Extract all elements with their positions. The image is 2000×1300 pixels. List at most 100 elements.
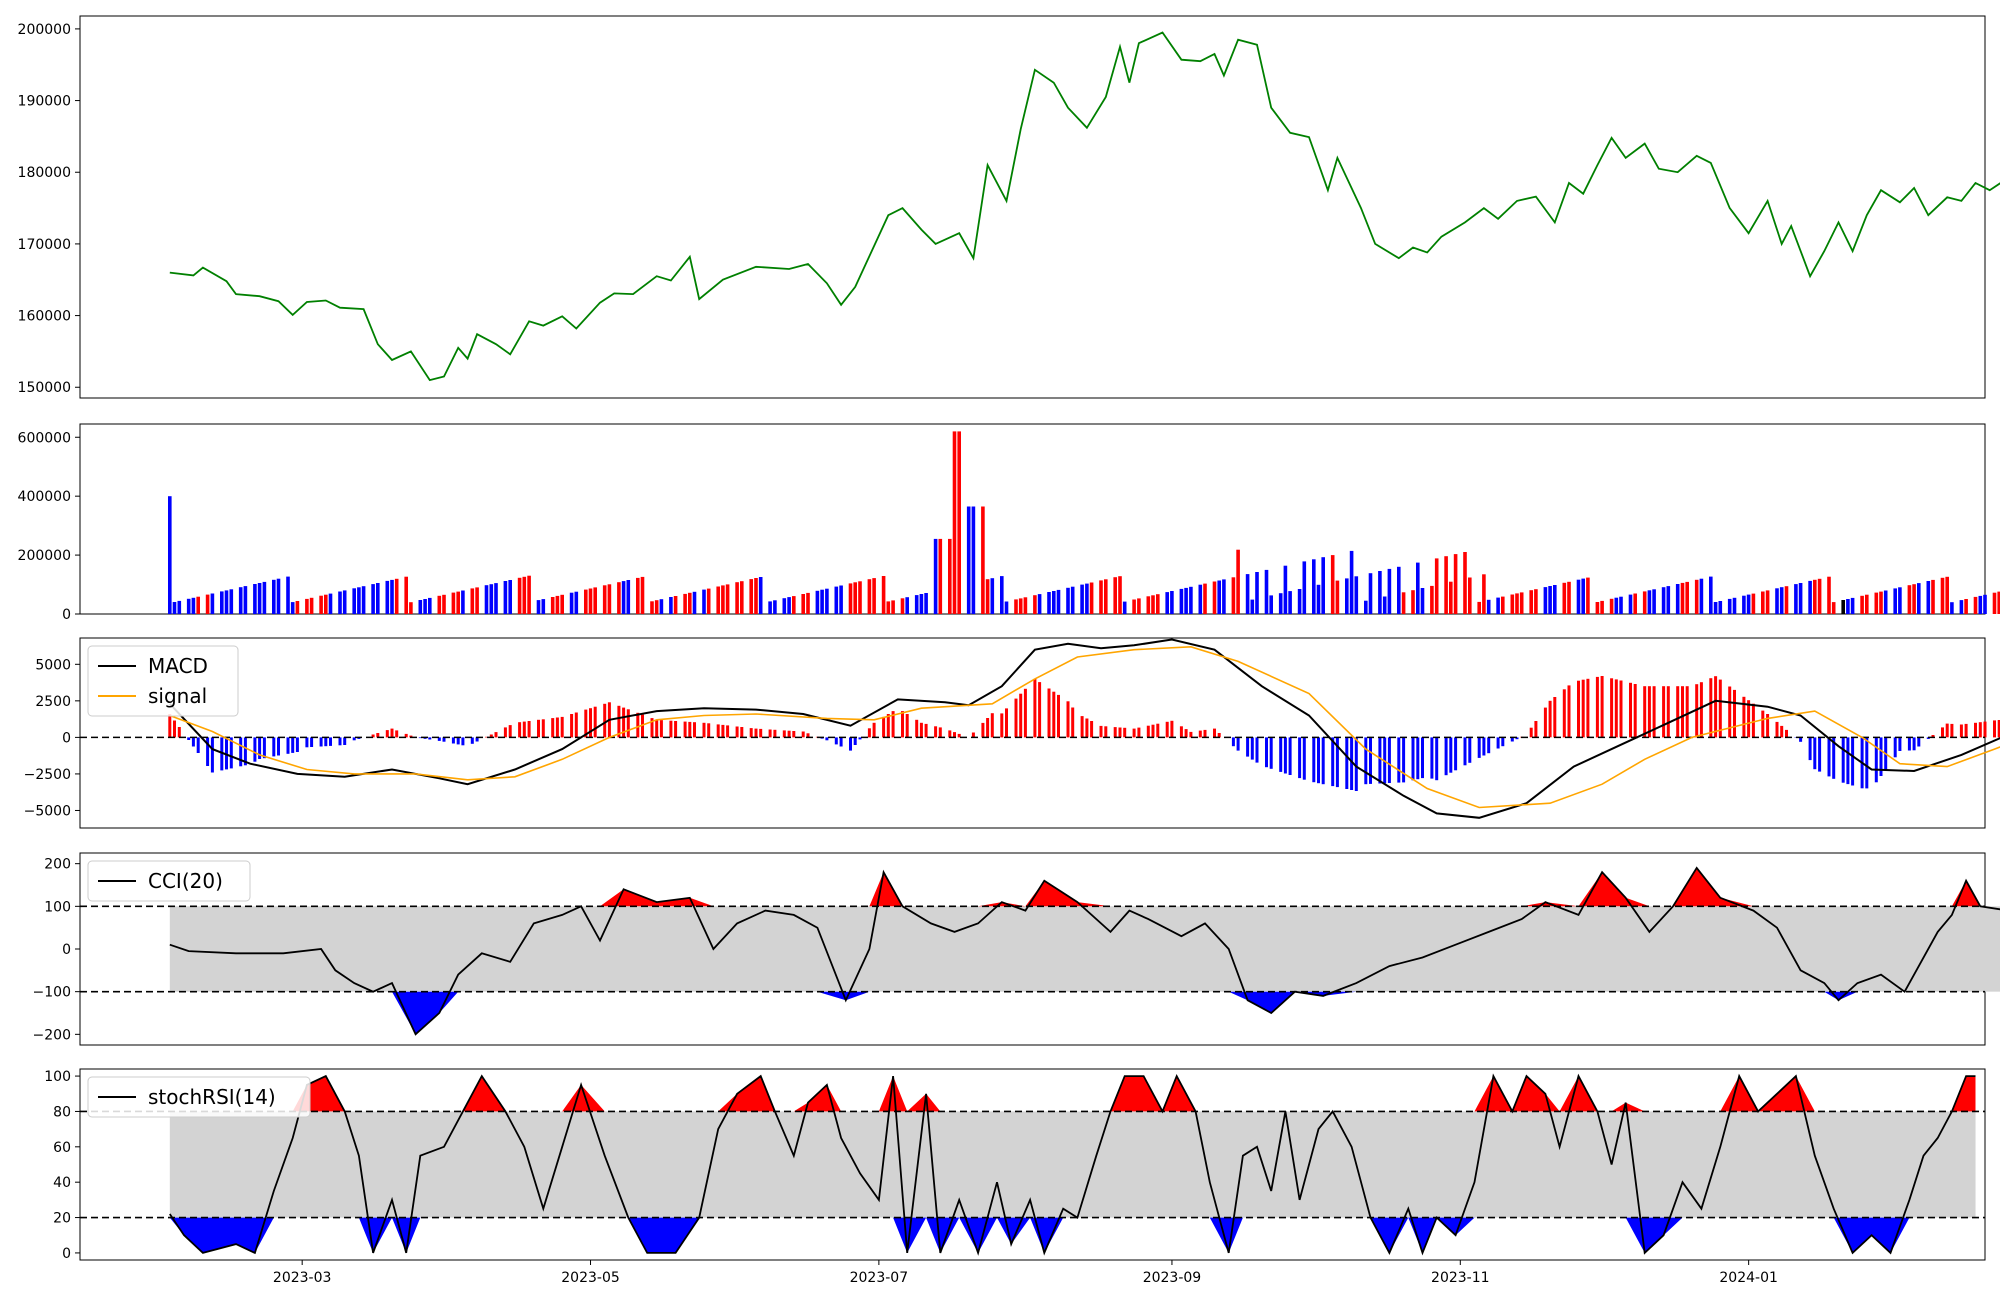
- macd-histogram-bar: [905, 714, 909, 738]
- volume-bar: [1675, 584, 1680, 614]
- overbought-fill: [169, 867, 2000, 907]
- volume-bar: [1917, 583, 1921, 614]
- volume-bar: [626, 580, 631, 614]
- macd-histogram-bar: [1014, 698, 1018, 738]
- volume-bar: [636, 577, 640, 614]
- volume-bar: [1945, 576, 1949, 614]
- macd-histogram-bar: [508, 725, 512, 738]
- volume-bar: [569, 592, 574, 614]
- macd-histogram-bar: [1132, 728, 1136, 738]
- macd-histogram-bar: [324, 737, 328, 747]
- legend-box: [87, 1076, 311, 1118]
- macd-histogram-bar: [858, 737, 862, 740]
- legend-label: MACD: [148, 654, 208, 678]
- y-tick-label: 400000: [18, 489, 71, 505]
- macd-histogram-bar: [196, 737, 200, 753]
- volume-bar: [782, 598, 787, 614]
- macd-histogram-bar: [518, 722, 522, 738]
- volume-bar: [371, 584, 375, 614]
- volume-bar: [1562, 582, 1567, 614]
- oversold-fill: [169, 1217, 1976, 1253]
- macd-histogram-bar: [886, 714, 890, 738]
- y-tick-label: 80: [53, 1104, 71, 1120]
- macd-histogram-bar: [1562, 689, 1566, 738]
- volume-bar: [191, 597, 196, 614]
- volume-bar: [1250, 599, 1255, 614]
- macd-histogram-bar: [721, 724, 725, 738]
- macd-histogram-bar: [1761, 710, 1765, 738]
- macd-histogram-bar: [1345, 737, 1349, 789]
- macd-histogram-bar: [1983, 721, 1987, 738]
- macd-histogram-bar: [555, 717, 559, 738]
- macd-histogram-bar: [1416, 737, 1420, 780]
- y-tick-label: −5000: [24, 803, 71, 819]
- macd-histogram-bar: [1019, 693, 1023, 738]
- macd-histogram-bar: [485, 736, 488, 738]
- volume-bar: [1860, 595, 1864, 614]
- volume-bar: [1468, 577, 1472, 614]
- macd-histogram-bar: [626, 709, 630, 738]
- legend-box: [87, 860, 251, 902]
- macd-histogram-bar: [1189, 731, 1193, 738]
- macd-histogram-bar: [229, 737, 233, 769]
- macd-histogram-bar: [428, 737, 432, 740]
- macd-histogram-bar: [461, 737, 465, 746]
- macd-histogram-bar: [669, 720, 673, 738]
- volume-bar: [706, 588, 711, 614]
- macd-histogram-bar: [1964, 723, 1968, 738]
- volume-bar: [1222, 579, 1226, 614]
- macd-histogram-bar: [418, 737, 422, 739]
- volume-bar: [238, 587, 243, 614]
- macd-histogram-bar: [385, 730, 389, 738]
- volume-bar: [1798, 583, 1803, 614]
- macd-histogram-bar: [1553, 697, 1557, 738]
- volume-bar: [1033, 595, 1037, 614]
- x-tick-label: 2023-11: [1431, 1270, 1490, 1286]
- volume-bar: [1047, 592, 1051, 614]
- macd-histogram-bar: [343, 737, 347, 745]
- macd-histogram-bar: [1052, 691, 1056, 738]
- x-tick-label: 2023-07: [850, 1270, 909, 1286]
- volume-bar: [541, 599, 546, 614]
- volume-bar: [286, 576, 290, 614]
- macd-histogram-bar: [494, 732, 498, 738]
- macd-histogram-bar: [1099, 725, 1103, 738]
- macd-histogram-bar: [570, 714, 574, 738]
- macd-histogram-bar: [787, 730, 791, 738]
- macd-histogram-bar: [773, 729, 777, 738]
- volume-bar: [1510, 594, 1515, 614]
- macd-histogram-bar: [527, 721, 531, 738]
- volume-bar: [1732, 597, 1737, 614]
- volume-bar: [758, 577, 763, 614]
- macd-histogram-bar: [1718, 679, 1722, 738]
- y-tick-label: 170000: [18, 237, 71, 253]
- macd-histogram-bar: [338, 737, 342, 746]
- volume-bar: [522, 576, 527, 614]
- volume-bar: [503, 581, 508, 614]
- volume-bar: [262, 581, 267, 614]
- macd-histogram-bar: [971, 732, 975, 738]
- volume-bar: [172, 602, 177, 614]
- macd-histogram-bar: [319, 737, 323, 747]
- volume-bar: [659, 599, 664, 614]
- macd-histogram-bar: [1742, 696, 1746, 738]
- volume-bar: [1907, 585, 1912, 614]
- y-tick-label: 0: [62, 942, 71, 958]
- volume-bar: [1179, 588, 1184, 614]
- volume-bar: [1515, 593, 1519, 614]
- price-line: [169, 31, 2000, 382]
- volume-bar: [650, 601, 654, 614]
- macd-histogram-bar: [707, 723, 711, 738]
- macd-histogram-bar: [1709, 678, 1713, 738]
- volume-bar: [815, 590, 820, 614]
- macd-histogram-bar: [659, 720, 663, 738]
- volume-bar: [536, 600, 541, 614]
- volume-bar: [1912, 584, 1916, 614]
- macd-histogram-bar: [1785, 729, 1788, 738]
- macd-histogram-bar: [376, 733, 380, 738]
- macd-histogram-bar: [1978, 722, 1982, 738]
- volume-bar: [692, 591, 697, 614]
- macd-histogram-bar: [1647, 686, 1651, 738]
- macd-histogram-bar: [1610, 678, 1614, 738]
